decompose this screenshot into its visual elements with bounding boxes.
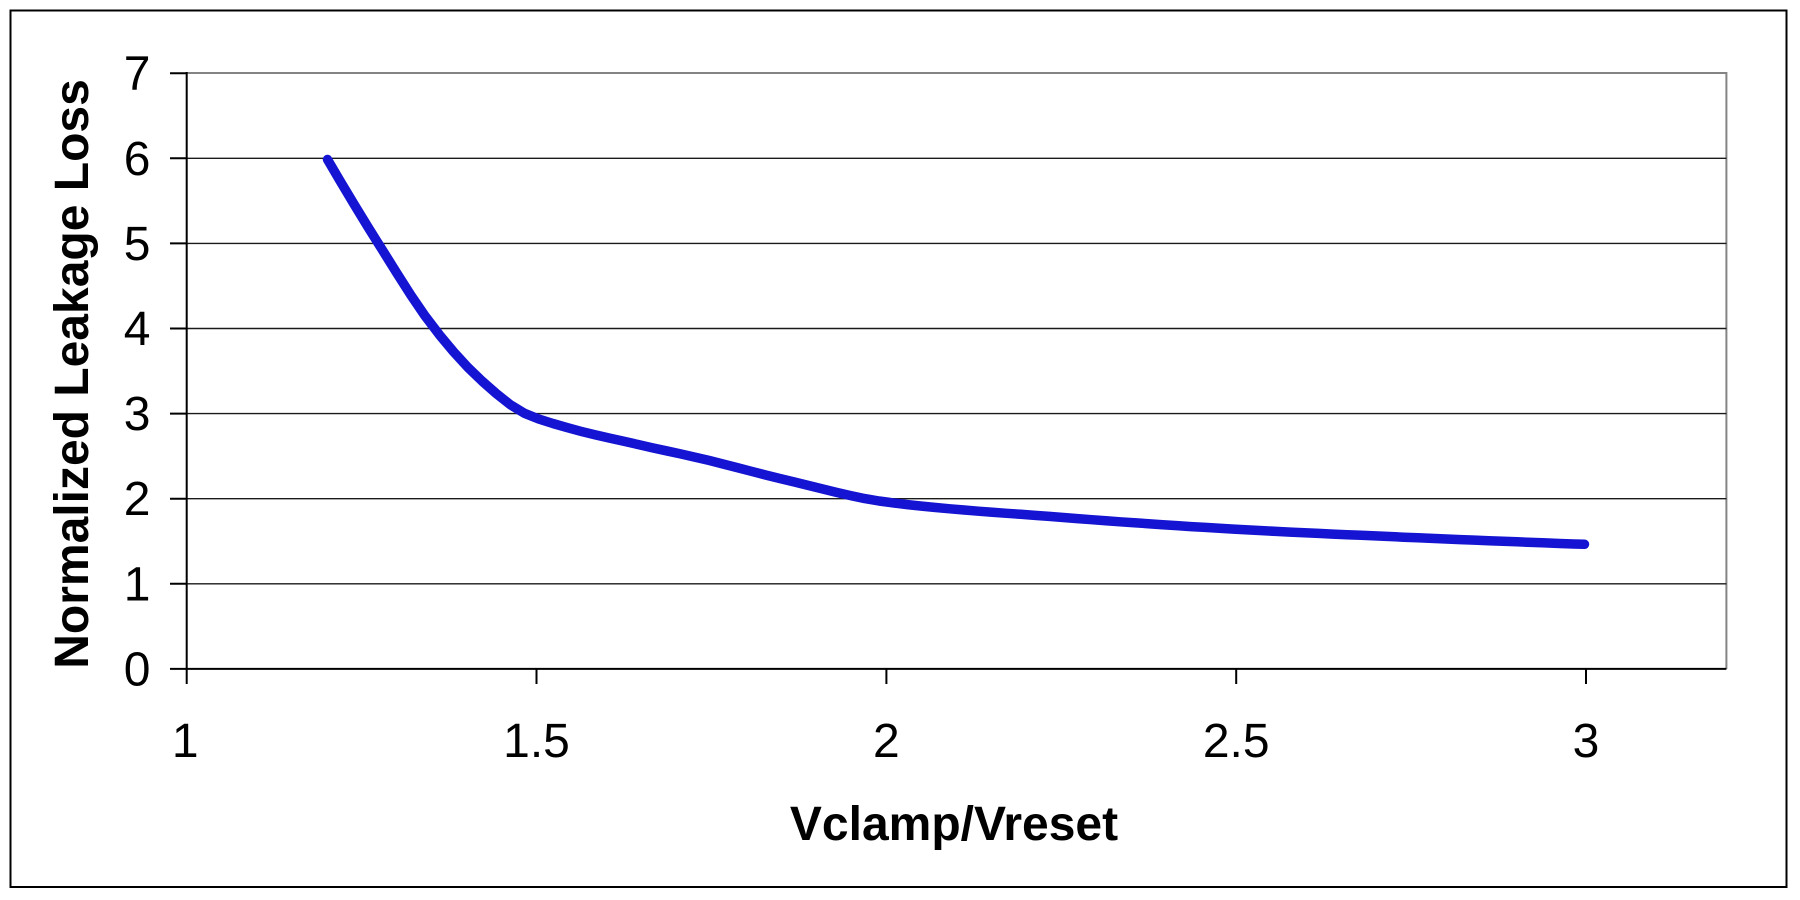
svg-text:Normalized Leakage Loss: Normalized Leakage Loss (46, 79, 99, 669)
svg-text:3: 3 (1573, 715, 1600, 768)
svg-text:6: 6 (124, 133, 151, 186)
svg-text:2: 2 (124, 473, 151, 526)
svg-text:2: 2 (873, 715, 900, 768)
svg-text:0: 0 (124, 643, 151, 696)
svg-text:1: 1 (172, 715, 199, 768)
svg-text:3: 3 (124, 388, 151, 441)
svg-text:4: 4 (124, 303, 151, 356)
svg-text:1: 1 (124, 558, 151, 611)
svg-text:2.5: 2.5 (1203, 715, 1270, 768)
svg-text:Vclamp/Vreset: Vclamp/Vreset (790, 798, 1118, 851)
svg-text:1.5: 1.5 (503, 715, 570, 768)
svg-text:7: 7 (124, 48, 151, 101)
svg-text:5: 5 (124, 218, 151, 271)
